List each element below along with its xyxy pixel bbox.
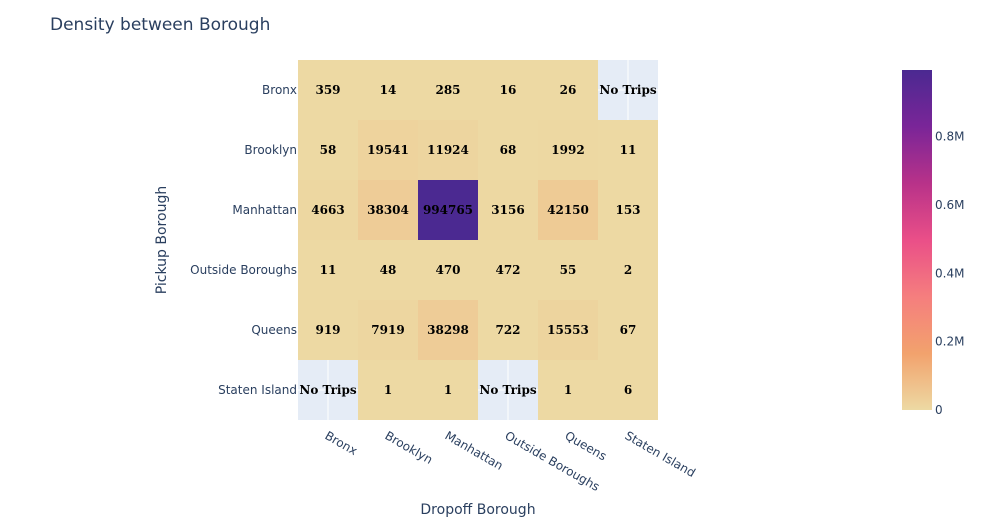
heatmap-cell xyxy=(358,360,418,420)
cell-label: 11924 xyxy=(427,143,469,157)
heatmap-cell xyxy=(418,60,478,120)
cell-label: 38304 xyxy=(367,203,409,217)
y-tick-label: Bronx xyxy=(262,83,297,97)
y-axis-ticks: Bronx Brooklyn Manhattan Outside Boroughs Qu… xyxy=(190,83,297,397)
cell-label: 38298 xyxy=(427,323,469,337)
cell-label: 16 xyxy=(500,83,517,97)
cell-label: 994765 xyxy=(423,203,473,217)
cell-label: 4663 xyxy=(311,203,344,217)
cell-label: 722 xyxy=(495,323,520,337)
cell-label: 67 xyxy=(620,323,637,337)
cell-label: 48 xyxy=(380,263,397,277)
heatmap-cells xyxy=(298,60,658,420)
heatmap-cell xyxy=(298,300,358,360)
x-tick-label: Queens xyxy=(563,428,610,463)
cell-label: 1992 xyxy=(551,143,584,157)
heatmap-cell xyxy=(598,360,658,420)
heatmap-cell xyxy=(358,180,418,240)
x-tick-label: Brooklyn xyxy=(383,428,436,466)
cell-label: 470 xyxy=(435,263,460,277)
heatmap-cell xyxy=(598,180,658,240)
y-tick-label: Staten Island xyxy=(218,383,297,397)
heatmap-cell xyxy=(358,120,418,180)
colorbar-ticks: 0 0.2M 0.4M 0.6M 0.8M xyxy=(935,130,964,417)
colorbar-tick-label: 0.6M xyxy=(935,198,964,212)
colorbar xyxy=(902,70,932,410)
colorbar-tick-label: 0.4M xyxy=(935,266,964,280)
x-tick-label: Staten Island xyxy=(623,428,698,480)
cell-label: No Trips xyxy=(299,383,356,397)
cell-label: 11 xyxy=(320,263,337,277)
heatmap-cell xyxy=(538,240,598,300)
y-tick-label: Outside Boroughs xyxy=(190,263,297,277)
heatmap-cell xyxy=(418,240,478,300)
heatmap-cell xyxy=(538,360,598,420)
heatmap-cell xyxy=(538,180,598,240)
cell-label: 68 xyxy=(500,143,517,157)
heatmap-cell xyxy=(418,180,478,240)
heatmap-cell xyxy=(598,120,658,180)
cell-label: 15553 xyxy=(547,323,589,337)
heatmap-cell xyxy=(478,120,538,180)
heatmap-cell xyxy=(418,120,478,180)
cell-label: 1 xyxy=(444,383,452,397)
cell-label: 285 xyxy=(435,83,460,97)
cell-label: 6 xyxy=(624,383,632,397)
colorbar-tick-label: 0 xyxy=(935,403,943,417)
heatmap-cell xyxy=(538,60,598,120)
heatmap-cell xyxy=(418,300,478,360)
heatmap-cell xyxy=(298,60,358,120)
cell-label: 19541 xyxy=(367,143,409,157)
heatmap-cell xyxy=(418,360,478,420)
cell-label: 14 xyxy=(380,83,397,97)
heatmap-cell xyxy=(538,120,598,180)
heatmap-cell xyxy=(538,300,598,360)
cell-label: 3156 xyxy=(491,203,524,217)
heatmap-cell xyxy=(298,120,358,180)
heatmap-cell xyxy=(478,240,538,300)
cell-label: 153 xyxy=(615,203,640,217)
cell-label: 55 xyxy=(560,263,577,277)
cell-label: 42150 xyxy=(547,203,589,217)
cell-label: 472 xyxy=(495,263,520,277)
x-axis-title: Dropoff Borough xyxy=(420,502,535,518)
cell-label: 1 xyxy=(384,383,392,397)
heatmap-cell xyxy=(478,300,538,360)
colorbar-tick-label: 0.2M xyxy=(935,335,964,349)
y-axis-title: Pickup Borough xyxy=(154,186,170,294)
y-tick-label: Brooklyn xyxy=(244,143,297,157)
heatmap-cell xyxy=(598,300,658,360)
y-tick-label: Manhattan xyxy=(232,203,297,217)
x-tick-label: Manhattan xyxy=(443,428,506,472)
heatmap-cell xyxy=(298,240,358,300)
cell-label: 58 xyxy=(320,143,337,157)
cell-label: 359 xyxy=(315,83,340,97)
chart-title: Density between Borough xyxy=(50,15,270,35)
y-tick-label: Queens xyxy=(251,323,297,337)
cell-label: 2 xyxy=(624,263,632,277)
cell-label: No Trips xyxy=(599,83,656,97)
heatmap-cell xyxy=(298,180,358,240)
colorbar-tick-label: 0.8M xyxy=(935,130,964,144)
cell-label: 26 xyxy=(560,83,577,97)
cell-label: No Trips xyxy=(479,383,536,397)
heatmap-cell xyxy=(358,300,418,360)
heatmap-cell xyxy=(358,240,418,300)
cell-label: 11 xyxy=(620,143,637,157)
cell-label: 919 xyxy=(315,323,340,337)
cell-label: 1 xyxy=(564,383,572,397)
heatmap-cell xyxy=(478,60,538,120)
heatmap-cell xyxy=(358,60,418,120)
heatmap-cell xyxy=(478,180,538,240)
cell-label: 7919 xyxy=(371,323,404,337)
x-tick-label: Bronx xyxy=(323,428,360,458)
heatmap-cell xyxy=(598,240,658,300)
